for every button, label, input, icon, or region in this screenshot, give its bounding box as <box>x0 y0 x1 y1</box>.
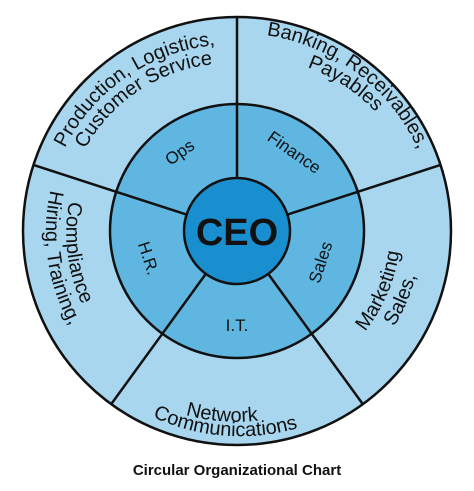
outer-dividers <box>33 17 441 405</box>
inner-label-it: I.T. <box>226 316 249 335</box>
inner-dividers <box>115 104 359 335</box>
chart-caption: Circular Organizational Chart <box>132 462 342 479</box>
ceo-label: CEO <box>196 212 278 254</box>
